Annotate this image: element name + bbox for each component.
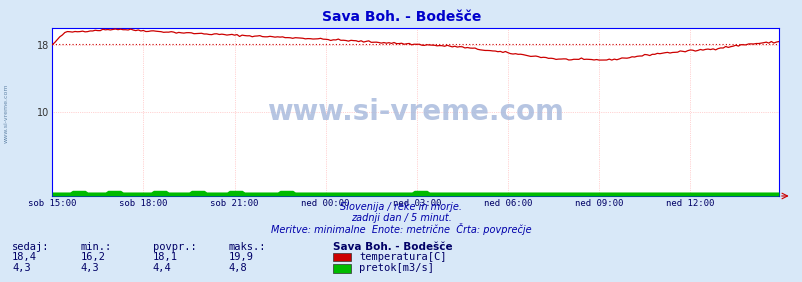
Text: 18,4: 18,4 (12, 252, 37, 262)
Text: 4,4: 4,4 (152, 263, 171, 273)
Text: maks.:: maks.: (229, 242, 266, 252)
Text: Sava Boh. - Bodešče: Sava Boh. - Bodešče (333, 242, 452, 252)
Text: zadnji dan / 5 minut.: zadnji dan / 5 minut. (350, 213, 452, 223)
Text: 4,8: 4,8 (229, 263, 247, 273)
Text: 4,3: 4,3 (12, 263, 30, 273)
Text: min.:: min.: (80, 242, 111, 252)
Text: pretok[m3/s]: pretok[m3/s] (358, 263, 433, 274)
Text: 18,1: 18,1 (152, 252, 177, 262)
Text: temperatura[C]: temperatura[C] (358, 252, 446, 262)
Text: www.si-vreme.com: www.si-vreme.com (4, 83, 9, 142)
Text: sedaj:: sedaj: (12, 242, 50, 252)
Text: 4,3: 4,3 (80, 263, 99, 273)
Text: Sava Boh. - Bodešče: Sava Boh. - Bodešče (322, 10, 480, 24)
Text: Slovenija / reke in morje.: Slovenija / reke in morje. (340, 202, 462, 212)
Text: 16,2: 16,2 (80, 252, 105, 262)
Text: www.si-vreme.com: www.si-vreme.com (267, 98, 563, 126)
Text: 19,9: 19,9 (229, 252, 253, 262)
Text: Meritve: minimalne  Enote: metrične  Črta: povprečje: Meritve: minimalne Enote: metrične Črta:… (271, 223, 531, 235)
Text: povpr.:: povpr.: (152, 242, 196, 252)
